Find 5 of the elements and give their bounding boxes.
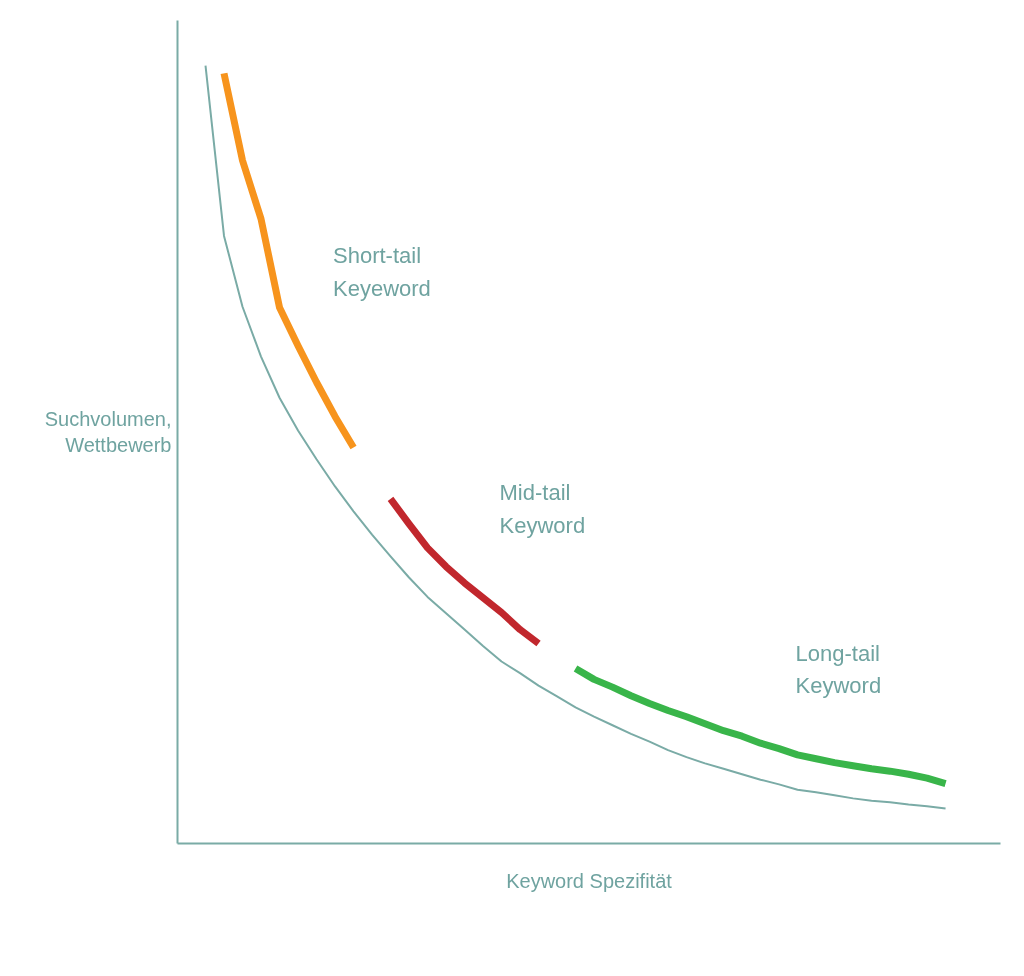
y-axis-title: Suchvolumen, Wettbewerb xyxy=(44,407,172,457)
text: Short-tail Keyeword xyxy=(333,243,431,301)
text: Long-tail Keyword xyxy=(795,640,882,699)
text: Mid-tail Keyword xyxy=(499,480,586,538)
x-axis-title: Keyword Spezifität xyxy=(506,869,673,892)
